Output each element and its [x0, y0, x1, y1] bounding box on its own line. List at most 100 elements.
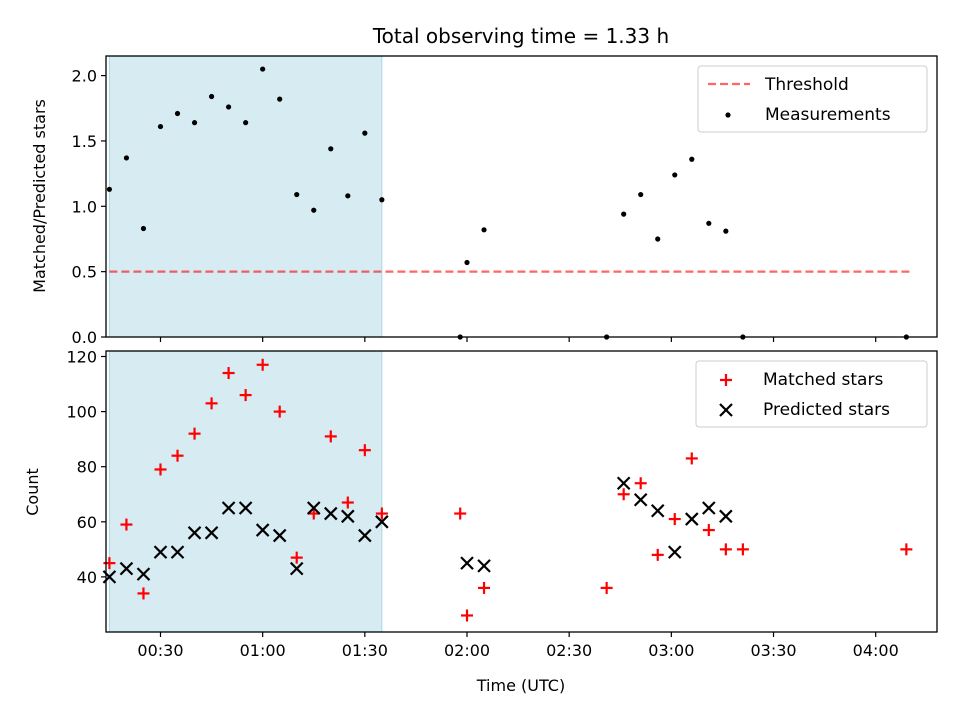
predicted-star-point [324, 506, 338, 521]
matched-star-point [205, 397, 218, 410]
measurement-point [311, 207, 317, 213]
y-tick-label: 0.0 [72, 328, 97, 347]
predicted-star-point [460, 556, 474, 570]
matched-star-point [171, 449, 184, 462]
y-tick-label: 80 [77, 458, 97, 477]
matched-star-point [188, 427, 201, 440]
matched-star-point [668, 513, 681, 526]
measurement-point [464, 259, 470, 266]
measurement-point [226, 104, 232, 110]
x-tick-label: 02:00 [444, 641, 490, 660]
matched-star-point [900, 543, 913, 556]
bottom-legend-box [695, 360, 928, 428]
top-panel: 0.00.51.01.52.0 Matched/Predicted stars … [30, 55, 938, 347]
predicted-star-point [375, 515, 389, 529]
predicted-star-point [702, 501, 716, 515]
bottom-panel: 00:30 01:00 01:30 02:00 02:30 03:00 03:30 04:00… [23, 348, 938, 660]
matched-star-point [358, 444, 371, 457]
predicted-star-point [719, 509, 733, 524]
x-tick-label: 03:00 [648, 641, 694, 660]
measurement-point [243, 120, 249, 126]
top-ylabel: Matched/Predicted stars [30, 99, 49, 293]
x-tick-label: 02:30 [546, 641, 592, 660]
legend-measurements-swatch [725, 112, 731, 118]
matched-star-point [324, 430, 337, 443]
bottom-marks [102, 358, 913, 622]
predicted-star-point [170, 545, 185, 559]
matched-star-point [651, 548, 664, 561]
matched-star-point [273, 405, 286, 418]
top-marks [106, 66, 910, 340]
predicted-star-point [153, 545, 168, 559]
measurement-point [277, 96, 283, 102]
measurement-point [174, 110, 181, 117]
measurement-point [655, 236, 661, 242]
top-axes-frame [105, 55, 938, 338]
measurement-point [208, 93, 215, 100]
predicted-star-point [204, 526, 219, 540]
predicted-star-point [255, 523, 270, 537]
measurement-point [106, 186, 113, 192]
y-tick-label: 40 [77, 568, 97, 587]
predicted-star-point [272, 528, 287, 543]
predicted-star-point [136, 567, 151, 581]
x-tick-label: 01:00 [240, 641, 286, 660]
top-legend-box [697, 65, 928, 133]
measurement-point [638, 191, 644, 198]
top-shaded-region [108, 55, 383, 338]
legend-measurements-label: Measurements [765, 105, 891, 125]
predicted-star-point [685, 512, 699, 526]
measurement-point [345, 193, 351, 199]
predicted-star-point [477, 559, 491, 573]
x-tick-label: 00:30 [137, 641, 183, 660]
matched-star-point [154, 463, 167, 476]
measurement-point [294, 191, 300, 198]
measurement-point [723, 228, 729, 234]
y-tick-label: 0.5 [72, 263, 97, 282]
bottom-ylabel: Count [23, 468, 42, 516]
x-tick-label: 01:30 [342, 641, 388, 660]
top-legend: Threshold Measurements [697, 65, 928, 133]
matched-star-point [600, 581, 613, 594]
measurement-point [123, 155, 130, 161]
measurement-point [191, 120, 198, 126]
measurement-point [379, 197, 385, 203]
matched-star-point [719, 543, 732, 556]
measurement-point [621, 211, 627, 217]
top-ticks: 0.0 0.5 1.0 1.5 2.0 [72, 67, 877, 347]
legend-matched-swatch [720, 374, 732, 386]
predicted-star-point [119, 561, 134, 576]
legend-matched-label: Matched stars [763, 370, 883, 390]
measurement-point [140, 225, 147, 232]
predicted-star-point [187, 526, 202, 540]
measurement-point [672, 172, 678, 178]
matched-star-point [137, 587, 150, 600]
matched-star-point [256, 358, 269, 371]
x-axis-label: Time (UTC) [476, 676, 565, 695]
predicted-star-point [221, 501, 236, 515]
matched-star-point [454, 507, 467, 520]
predicted-star-point [358, 528, 372, 543]
matched-star-point [375, 507, 388, 520]
predicted-star-point [306, 501, 321, 515]
matched-star-point [222, 367, 235, 380]
predicted-star-point [650, 504, 665, 518]
matched-star-point [239, 389, 252, 402]
y-tick-label: 2.0 [72, 67, 97, 86]
y-tick-label: 1.5 [72, 132, 97, 151]
matched-star-point [478, 581, 491, 594]
figure-title: Total observing time = 1.33 h [372, 24, 669, 48]
y-tick-label: 120 [66, 348, 97, 367]
measurement-point [481, 227, 487, 233]
matched-star-point [617, 488, 630, 501]
matched-star-point [120, 518, 133, 531]
bottom-axes-frame [105, 350, 938, 633]
matched-star-point [634, 477, 647, 490]
predicted-star-point [341, 509, 355, 524]
matched-star-point [736, 543, 749, 556]
measurement-point [706, 220, 712, 226]
predicted-star-point [633, 492, 648, 507]
bottom-ticks: 00:30 01:00 01:30 02:00 02:30 03:00 03:30 04:00… [66, 348, 898, 660]
y-tick-label: 100 [66, 403, 97, 422]
